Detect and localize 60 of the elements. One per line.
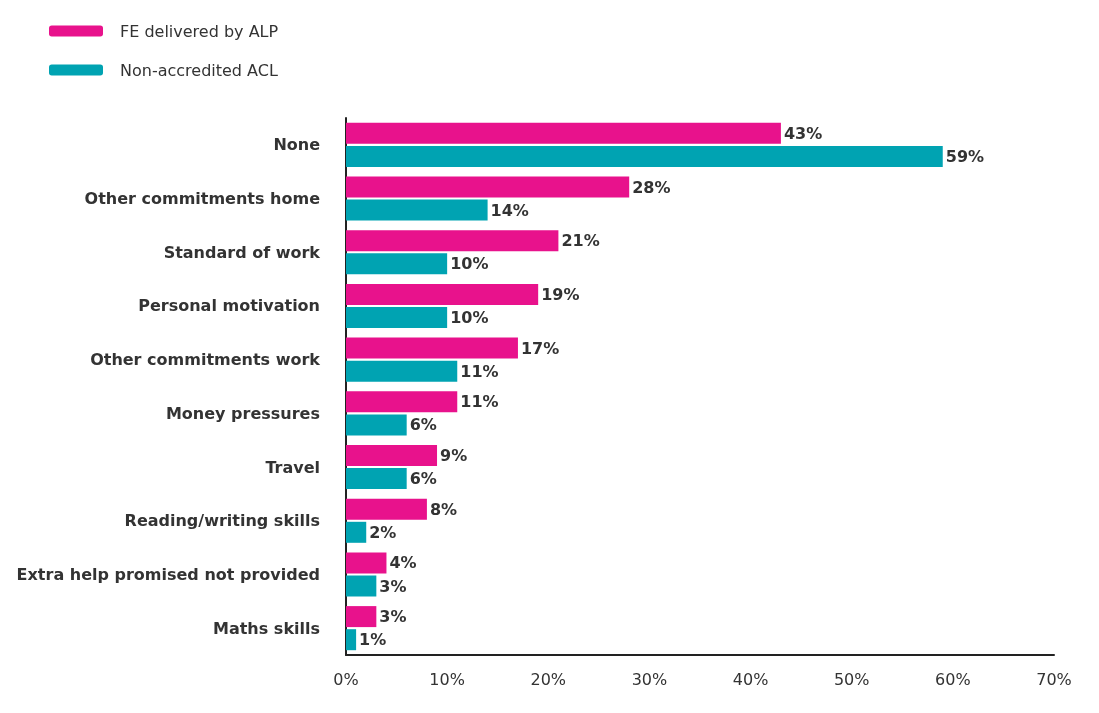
- data-label: 2%: [369, 522, 397, 542]
- bar: [346, 391, 458, 413]
- bar: [346, 199, 488, 221]
- bar: [346, 176, 630, 198]
- data-label: 6%: [409, 469, 437, 489]
- bar: [346, 521, 367, 543]
- bar: [346, 360, 458, 382]
- x-tick-label: 70%: [1036, 669, 1072, 689]
- bar: [346, 253, 448, 275]
- x-tick-label: 10%: [429, 669, 465, 689]
- data-label: 17%: [520, 338, 560, 358]
- data-label: 10%: [450, 308, 489, 327]
- data-label: 59%: [945, 146, 985, 166]
- y-tick-label: Other commitments home: [84, 189, 321, 209]
- y-tick-label: Standard of work: [163, 242, 321, 262]
- bar: [346, 445, 438, 466]
- bar: [346, 283, 539, 305]
- x-tick-label: 20%: [530, 669, 567, 689]
- data-label: 4%: [389, 553, 417, 573]
- y-tick-label: Reading/writing skills: [124, 511, 320, 531]
- bar: [346, 122, 781, 144]
- data-label: 11%: [460, 361, 499, 381]
- data-label: 43%: [783, 123, 823, 143]
- y-tick-label: Other commitments work: [90, 350, 321, 370]
- data-label: 3%: [379, 576, 407, 596]
- bar: [346, 629, 357, 651]
- x-tick-label: 60%: [935, 669, 971, 689]
- legend-label: Non-accredited ACL: [120, 60, 278, 80]
- x-tick-label: 0%: [333, 669, 359, 689]
- data-label: 11%: [460, 392, 499, 412]
- x-tick-label: 30%: [631, 669, 668, 689]
- y-tick-label: Maths skills: [213, 618, 320, 638]
- bar: [346, 145, 943, 167]
- bar: [346, 575, 377, 597]
- data-label: 6%: [409, 415, 437, 435]
- bar: [346, 414, 407, 436]
- bar: [346, 307, 448, 328]
- y-tick-label: None: [273, 135, 321, 155]
- bar: [346, 606, 377, 628]
- data-label: 9%: [440, 446, 468, 465]
- bar: [346, 552, 387, 574]
- y-tick-label: Money pressures: [165, 403, 320, 423]
- x-tick-label: 40%: [732, 669, 769, 689]
- y-tick-label: Extra help promised not provided: [16, 564, 320, 584]
- data-label: 3%: [379, 607, 407, 627]
- data-label: 19%: [541, 284, 580, 304]
- data-label: 10%: [450, 254, 489, 274]
- data-label: 1%: [359, 630, 387, 650]
- data-label: 21%: [561, 231, 600, 251]
- y-tick-label: Travel: [265, 457, 320, 477]
- bar: [346, 230, 559, 252]
- data-label: 28%: [632, 177, 671, 197]
- bar: [346, 337, 518, 359]
- data-label: 8%: [429, 499, 458, 519]
- bar: [346, 498, 427, 520]
- x-tick-label: 50%: [833, 669, 870, 689]
- data-label: 14%: [490, 200, 529, 220]
- legend-label: FE delivered by ALP: [120, 21, 279, 41]
- y-tick-label: Personal motivation: [138, 296, 320, 316]
- bar: [346, 468, 407, 490]
